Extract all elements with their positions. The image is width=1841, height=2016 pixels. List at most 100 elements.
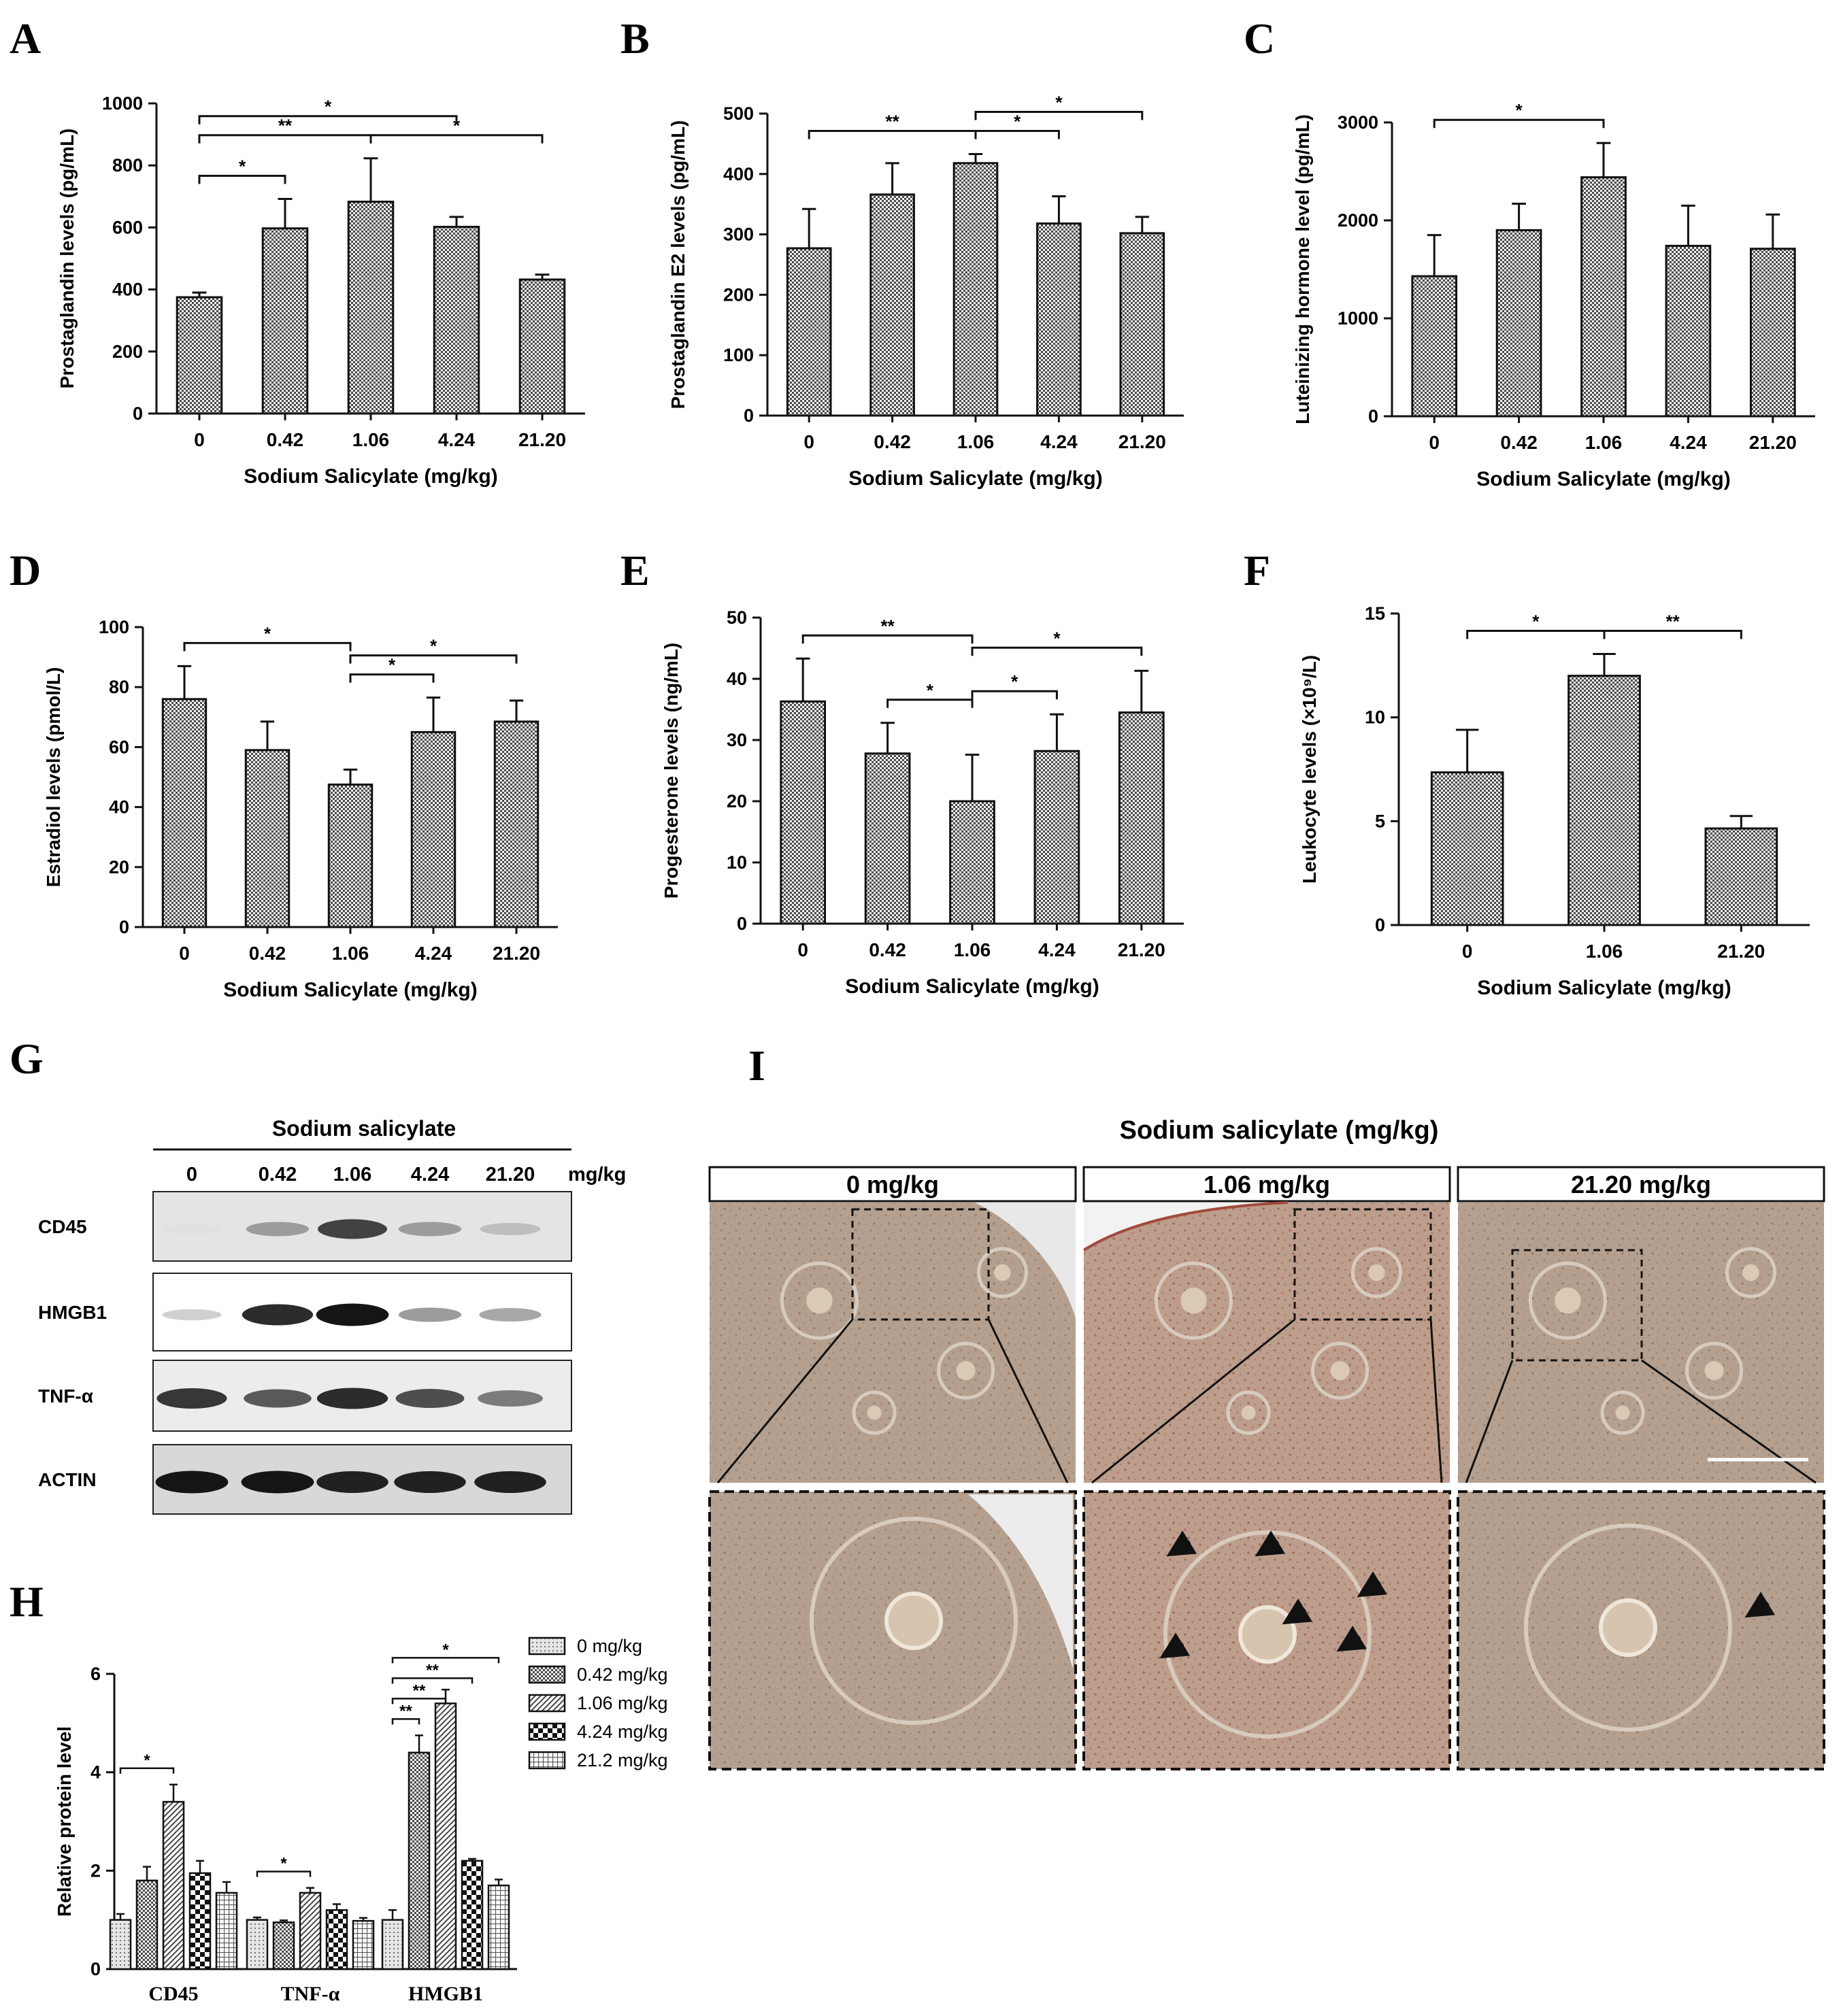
oocyte xyxy=(806,1287,833,1314)
significance-label: * xyxy=(239,156,246,176)
significance-label: * xyxy=(388,655,396,675)
blot-band xyxy=(316,1303,389,1326)
zoom-line xyxy=(1091,1318,1295,1484)
y-axis-label: Progesterone levels (ng/mL) xyxy=(661,643,682,899)
bar xyxy=(434,1702,457,1970)
x-axis-label: Sodium Salicylate (mg/kg) xyxy=(845,975,1099,998)
significance-label: * xyxy=(280,1855,287,1873)
significance-label: * xyxy=(1014,111,1021,131)
oocyte xyxy=(1368,1264,1385,1281)
bar xyxy=(162,1800,185,1970)
significance-bracket xyxy=(886,699,974,708)
micrograph-overview xyxy=(710,1203,1076,1483)
y-tick-label: 2000 xyxy=(1338,210,1378,231)
blot-band xyxy=(479,1308,542,1322)
blot-band xyxy=(241,1471,314,1494)
histology-panel: I Sodium salicylate (mg/kg) 0 mg/kg 1.06 mg… xyxy=(708,1041,1825,1770)
y-tick-label: 15 xyxy=(1365,603,1385,624)
x-tick-label: 0 xyxy=(797,939,808,960)
lane-unit-label: mg/kg xyxy=(568,1164,626,1186)
bar xyxy=(261,227,309,415)
y-tick-label: 0 xyxy=(1375,915,1385,935)
histology-column-0: 0 mg/kg xyxy=(708,1166,1077,1770)
x-axis-label: Sodium Salicylate (mg/kg) xyxy=(1476,468,1730,490)
x-tick-label: 4.24 xyxy=(1670,432,1707,453)
significance-label: ** xyxy=(413,1681,426,1700)
blot-band xyxy=(316,1471,388,1493)
oocyte xyxy=(1599,1598,1657,1657)
significance-bracket xyxy=(183,641,352,652)
y-tick-label: 2 xyxy=(90,1860,101,1881)
x-tick-label: HMGB1 xyxy=(408,1983,483,2005)
bar xyxy=(786,247,832,417)
x-tick-label: 0 xyxy=(179,943,190,964)
lane-label: 1.06 xyxy=(333,1164,371,1186)
histology-title: Sodium salicylate (mg/kg) xyxy=(1120,1116,1439,1145)
zoom-region-box xyxy=(1511,1249,1643,1362)
significance-bracket xyxy=(349,673,435,683)
zoom-line xyxy=(1429,1319,1443,1483)
legend-label: 0.42 mg/kg xyxy=(577,1664,668,1685)
bar xyxy=(1036,222,1082,417)
significance-bracket xyxy=(391,1657,500,1664)
follicle-outline xyxy=(1725,1247,1776,1298)
blot-band xyxy=(246,1222,310,1237)
x-tick-label: 0 xyxy=(1429,432,1440,453)
y-tick-label: 80 xyxy=(109,677,129,697)
bar xyxy=(215,1892,238,1970)
x-tick-label: 21.20 xyxy=(1118,939,1165,960)
annotation-arrow xyxy=(1166,1530,1197,1557)
significance-bracket xyxy=(391,1718,420,1725)
bar xyxy=(272,1921,295,1970)
bar xyxy=(244,749,291,928)
y-tick-label: 0 xyxy=(1368,406,1378,426)
bar xyxy=(410,730,457,928)
blot-band xyxy=(162,1309,222,1321)
blot-band xyxy=(395,1389,465,1408)
x-tick-label: 4.24 xyxy=(1038,939,1076,960)
oocyte xyxy=(994,1264,1011,1281)
blot-row-label: CD45 xyxy=(38,1216,87,1237)
significance-bracket xyxy=(119,1767,175,1774)
bar xyxy=(493,720,540,928)
follicle-outline xyxy=(1685,1341,1744,1400)
histology-header-label: 0 mg/kg xyxy=(846,1171,939,1198)
y-tick-label: 0 xyxy=(744,405,754,426)
x-axis-label: Sodium Salicylate (mg/kg) xyxy=(1477,977,1731,999)
chart-panel-c: C 0 1000 2000 3000 0 0.42 1.06 4.24 21.20 * Sodium … xyxy=(1244,14,1815,490)
significance-label: * xyxy=(1053,628,1061,648)
slide-background-region xyxy=(1084,1203,1288,1250)
panel-letter-h: H xyxy=(10,1577,44,1626)
bar xyxy=(952,162,999,417)
x-axis-label: Sodium Salicylate (mg/kg) xyxy=(848,467,1102,490)
y-tick-label: 40 xyxy=(109,797,129,818)
blot-band xyxy=(394,1471,466,1493)
y-tick-label: 100 xyxy=(723,345,754,365)
x-tick-label: 21.20 xyxy=(1749,432,1797,453)
panel-letter-i: I xyxy=(748,1041,765,1090)
y-tick-label: 5 xyxy=(1375,811,1385,831)
significance-label: ** xyxy=(885,111,899,131)
histology-column-2: 21.20 mg/kg xyxy=(1457,1166,1825,1770)
lane-label: 4.24 xyxy=(411,1164,449,1186)
blot-band xyxy=(480,1223,541,1235)
annotation-arrow xyxy=(1744,1592,1776,1618)
follicle-outline xyxy=(1528,1261,1607,1340)
bar xyxy=(352,1919,375,1970)
western-blot-panel: G Sodium salicylate 0 0.42 1.06 4.24 21.20 mg/k… xyxy=(10,1035,626,1515)
significance-label: * xyxy=(1532,611,1540,632)
panel-letter-b: B xyxy=(620,14,650,63)
blot-band xyxy=(244,1389,312,1408)
bar xyxy=(1704,827,1778,926)
y-tick-label: 30 xyxy=(727,730,747,750)
histology-header-box xyxy=(1457,1166,1825,1203)
follicle-outline xyxy=(1524,1524,1732,1732)
histology-header-box xyxy=(708,1166,1077,1203)
y-tick-label: 0 xyxy=(133,403,143,424)
follicle-outline xyxy=(1226,1390,1271,1435)
bar xyxy=(109,1919,132,1970)
significance-label: * xyxy=(144,1751,150,1770)
